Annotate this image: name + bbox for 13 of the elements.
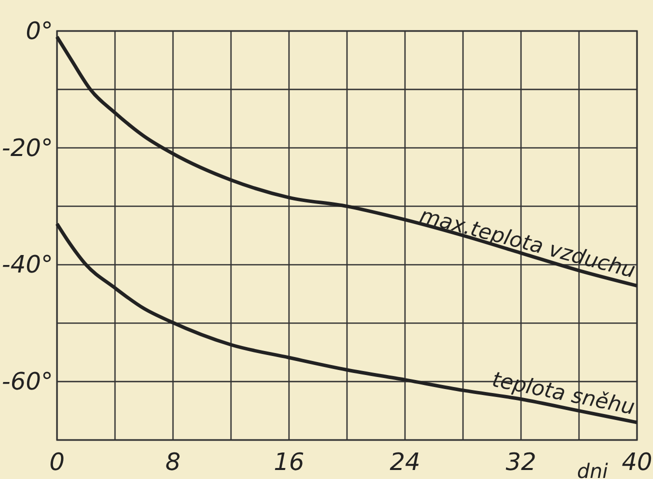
- y-tick-label: -60°: [2, 368, 53, 396]
- y-tick-label: -20°: [2, 134, 53, 162]
- line-series: [55, 35, 639, 288]
- x-tick-label: 16: [274, 448, 304, 476]
- x-axis-title: dni: [577, 459, 608, 479]
- x-tick-label: 8: [165, 448, 181, 476]
- x-tick-label: 40: [622, 448, 652, 476]
- text: teplota sněhu: [490, 367, 637, 420]
- x-tick-label: 24: [390, 448, 420, 476]
- y-tick-label: -40°: [2, 250, 53, 279]
- y-tick-label: 0°: [26, 17, 53, 45]
- x-tick-label: 32: [506, 448, 536, 476]
- x-tick-label: 0: [49, 448, 65, 476]
